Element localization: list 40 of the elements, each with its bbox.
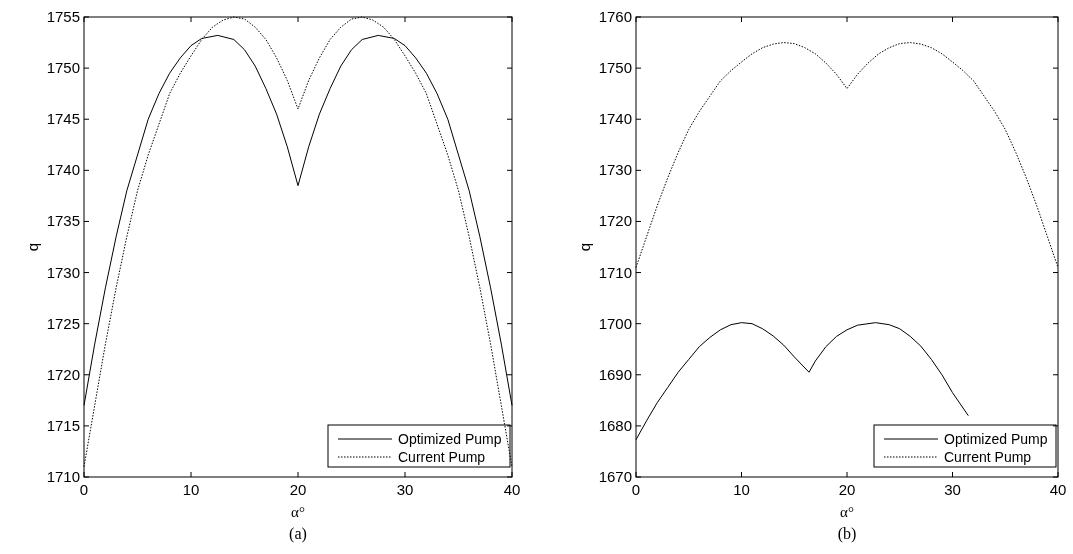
x-axis-title: α° <box>291 504 305 520</box>
x-tick-label: 10 <box>733 481 750 498</box>
x-tick-label: 10 <box>182 481 200 498</box>
y-tick-label: 1760 <box>598 8 632 25</box>
y-tick-label: 1680 <box>598 416 632 434</box>
x-tick-label: 20 <box>838 481 856 498</box>
text: (a) <box>289 525 307 543</box>
y-tick-label: 1750 <box>46 59 80 77</box>
y-tick-label: 1735 <box>46 212 80 230</box>
y-axis-title: q <box>24 242 41 252</box>
y-tick-label: 1750 <box>598 59 632 77</box>
y-tick-label: 1730 <box>46 263 80 281</box>
y-axis-title: q <box>576 242 593 252</box>
legend-label: Current Pump <box>944 449 1032 465</box>
y-tick-label: 1730 <box>598 161 632 179</box>
x-tick-label: 0 <box>631 481 641 498</box>
y-tick-label: 1725 <box>46 314 80 332</box>
y-tick-label: 1740 <box>598 110 632 128</box>
y-tick-label: 1745 <box>46 110 80 128</box>
y-tick-label: 1755 <box>46 8 80 25</box>
y-tick-label: 1720 <box>46 365 80 383</box>
x-axis-title: α° <box>840 504 854 520</box>
y-tick-label: 1700 <box>598 314 632 332</box>
x-tick-label: 0 <box>79 481 89 498</box>
x-tick-label: 30 <box>944 481 961 498</box>
legend-label: Current Pump <box>398 449 486 465</box>
y-tick-label: 1710 <box>46 468 80 485</box>
legend-label: Optimized Pump <box>944 431 1048 447</box>
y-tick-label: 1740 <box>46 161 80 179</box>
x-tick-label: 30 <box>396 481 414 498</box>
y-tick-label: 1720 <box>598 212 632 230</box>
y-tick-label: 1670 <box>598 468 632 485</box>
y-tick-label: 1715 <box>46 416 80 434</box>
y-tick-label: 1710 <box>598 263 632 281</box>
x-tick-label: 20 <box>289 481 307 498</box>
x-tick-label: 40 <box>503 481 521 498</box>
x-tick-label: 40 <box>1049 481 1067 498</box>
legend-label: Optimized Pump <box>398 431 502 447</box>
text: (b) <box>837 525 857 543</box>
y-tick-label: 1690 <box>598 365 632 383</box>
